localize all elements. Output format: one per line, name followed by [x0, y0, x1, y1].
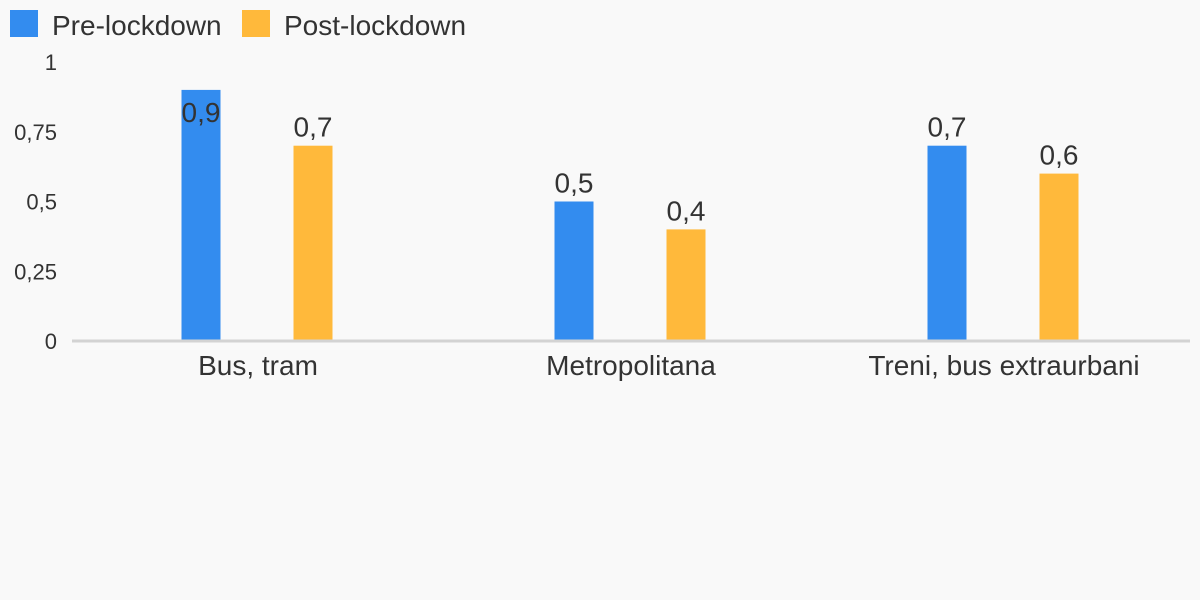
bar-0-1 [554, 201, 594, 341]
legend-swatch-1 [242, 10, 270, 37]
data-labels: 0,9 0,5 0,7 0,7 0,4 0,6 [182, 97, 1079, 226]
data-label-1-0: 0,7 [294, 112, 333, 143]
bar-0-2 [927, 145, 967, 341]
x-category-label: Treni, bus extraurbani [868, 350, 1139, 381]
bar-1-1 [666, 229, 706, 341]
y-tick-label: 1 [45, 50, 57, 75]
bar-1-2 [1039, 173, 1079, 341]
y-tick-label: 0,5 [26, 190, 57, 215]
legend-label-0: Pre-lockdown [52, 10, 222, 41]
legend-swatch-0 [10, 10, 38, 37]
data-label-0-1: 0,5 [555, 168, 594, 199]
bars [181, 89, 1079, 342]
legend-label-1: Post-lockdown [284, 10, 466, 41]
legend: Pre-lockdown Post-lockdown [10, 10, 466, 41]
bar-1-0 [293, 145, 333, 341]
y-axis: 0 0,25 0,5 0,75 1 [14, 50, 57, 354]
y-tick-label: 0,25 [14, 259, 57, 284]
data-label-0-0: 0,9 [182, 97, 221, 128]
bar-0-0 [181, 89, 221, 342]
x-category-label: Metropolitana [546, 350, 716, 381]
y-tick-label: 0 [45, 329, 57, 354]
y-tick-label: 0,75 [14, 120, 57, 145]
x-axis: Bus, tram Metropolitana Treni, bus extraur… [72, 339, 1190, 381]
data-label-0-2: 0,7 [928, 112, 967, 143]
data-label-1-1: 0,4 [667, 195, 706, 226]
data-label-1-2: 0,6 [1040, 140, 1079, 171]
x-category-label: Bus, tram [198, 350, 318, 381]
